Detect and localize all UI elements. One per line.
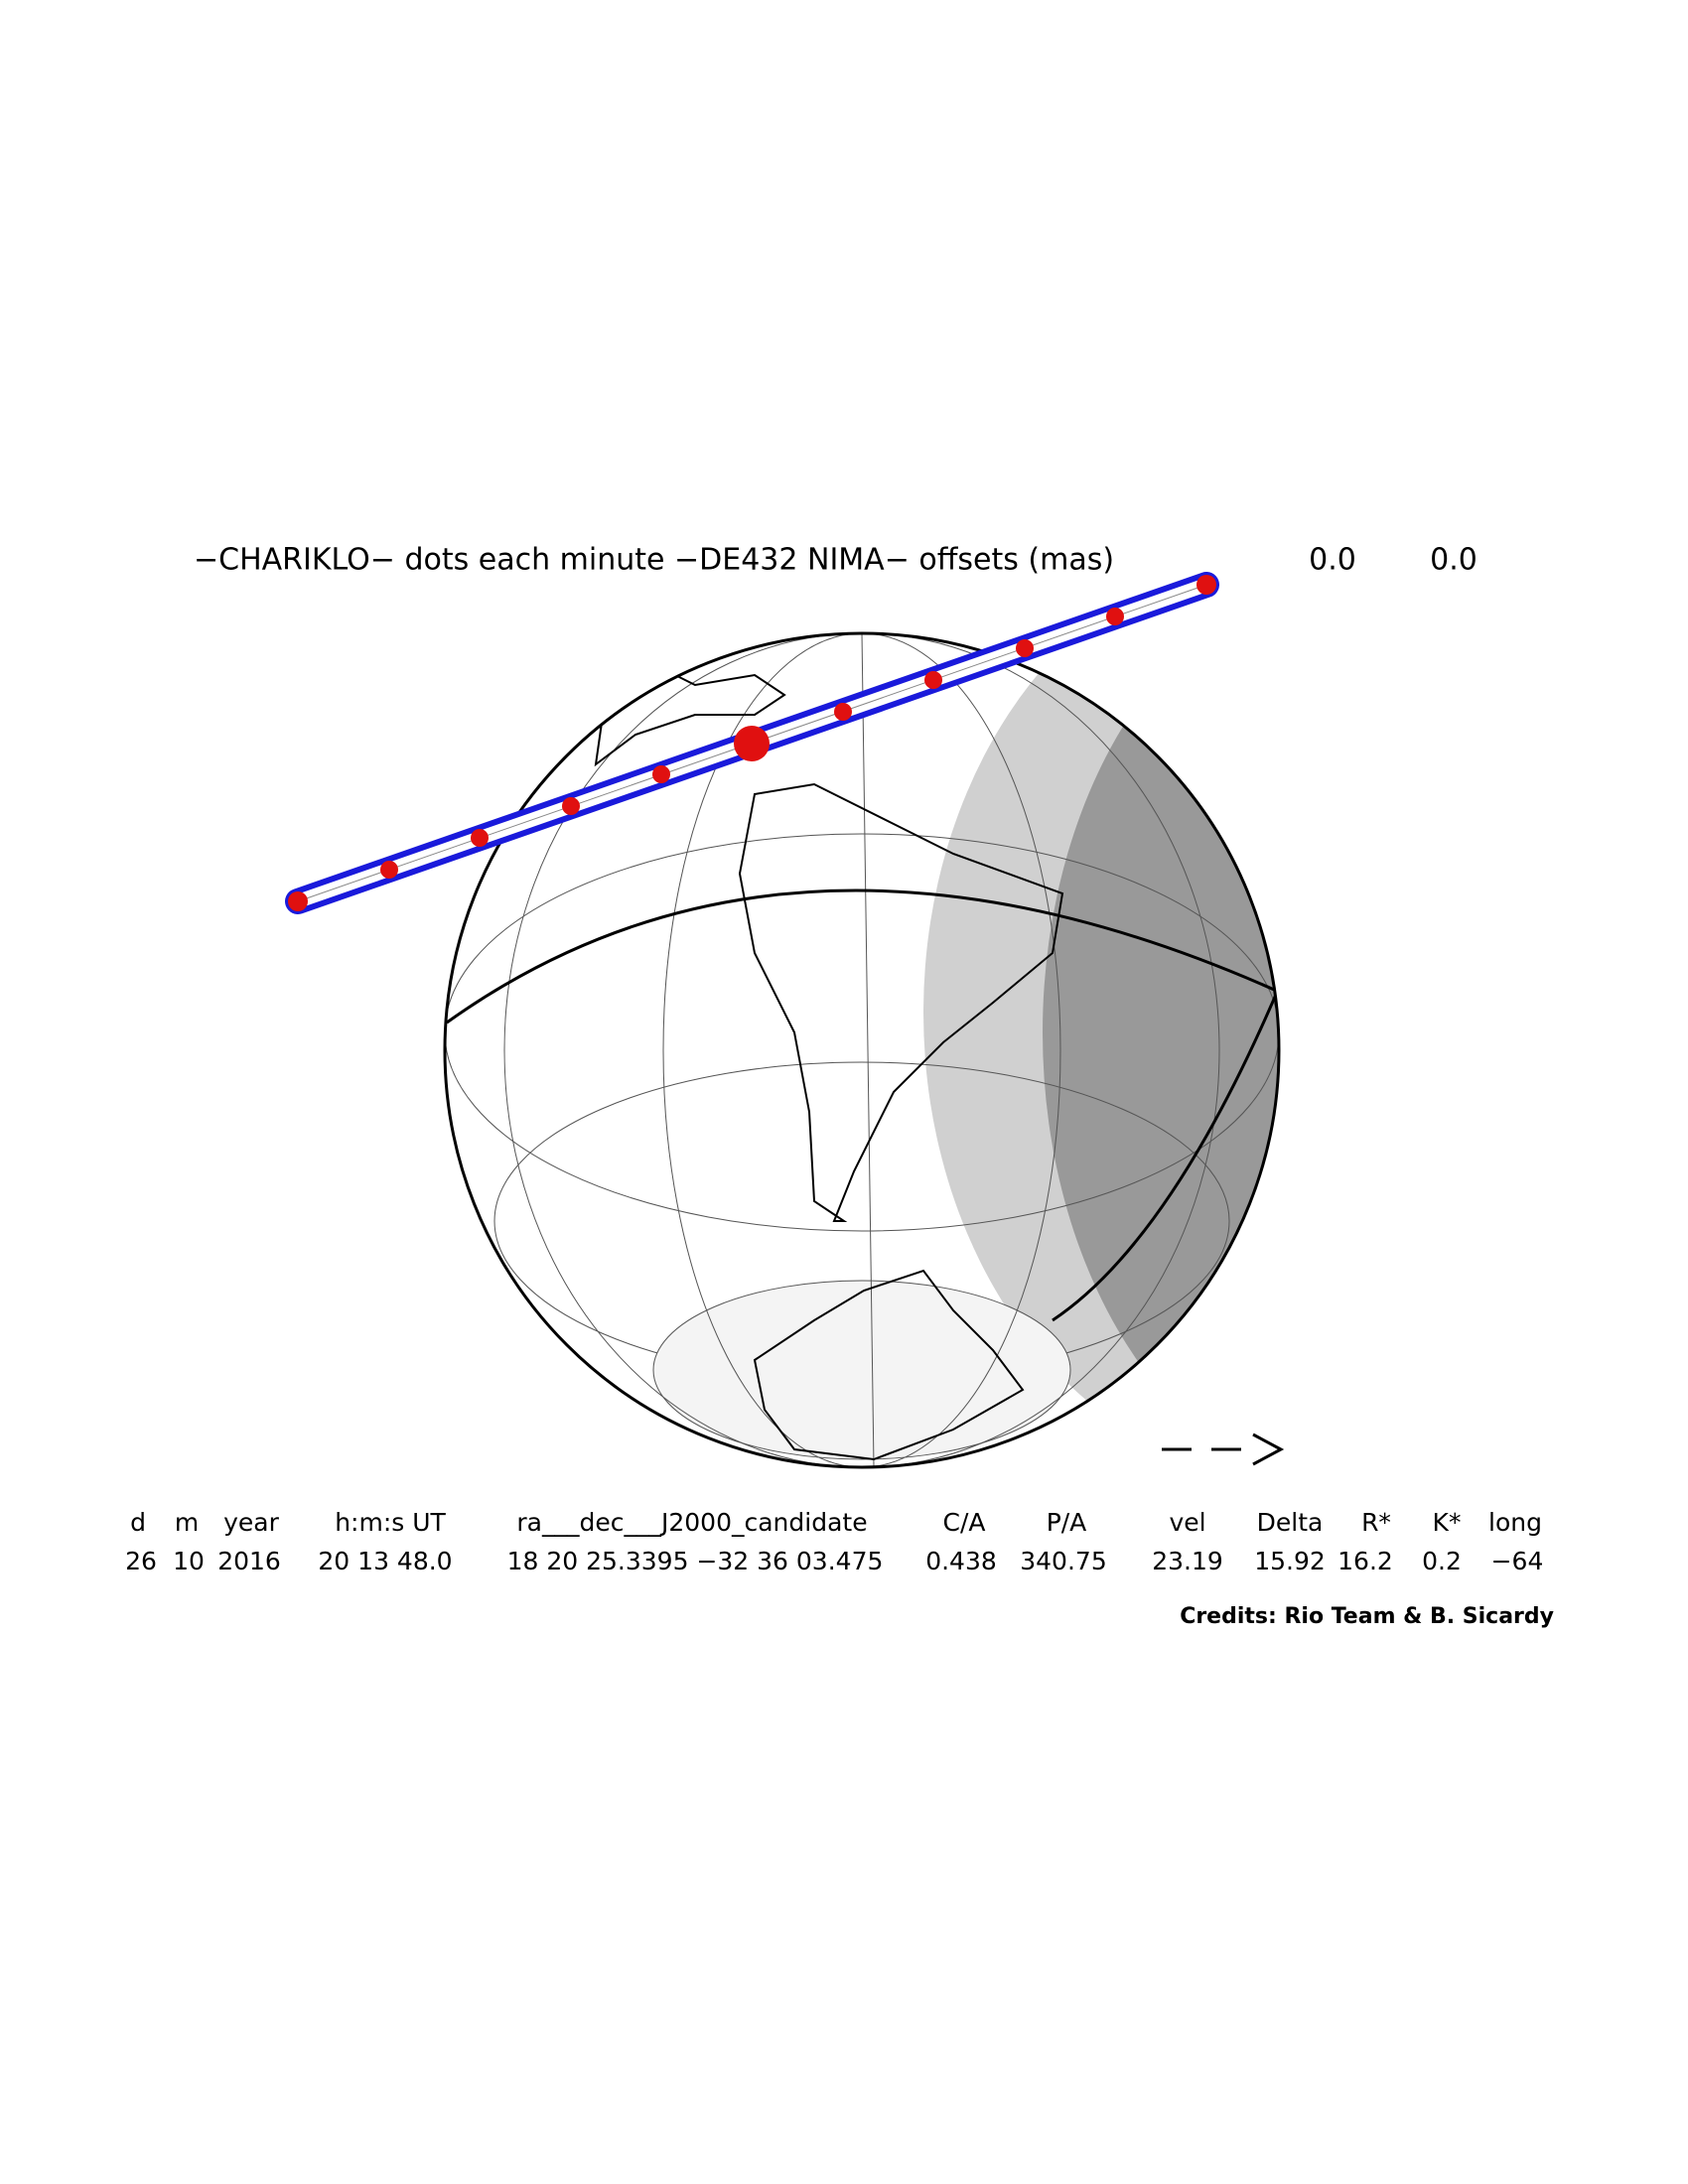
table-header: P/A [1047,1508,1087,1537]
table-header: K* [1433,1508,1462,1537]
table-header: m [175,1508,199,1537]
table-value: 10 [173,1547,205,1575]
table-header: ra___dec___J2000_candidate [516,1508,867,1537]
direction-arrow [1162,1433,1285,1466]
table-value: 20 13 48.0 [318,1547,452,1575]
table-value: 23.19 [1152,1547,1223,1575]
table-value: 2016 [217,1547,281,1575]
credits: Credits: Rio Team & B. Sicardy [1180,1604,1554,1629]
offset: 0.0 [1430,543,1477,578]
table-header: h:m:s UT [335,1508,446,1537]
table-header: Delta [1257,1508,1324,1537]
table-value: 0.2 [1422,1547,1462,1575]
table-header: long [1488,1508,1542,1537]
title: −CHARIKLO− dots each minute −DE432 NIMA−… [194,543,1114,578]
offset: 0.0 [1309,543,1356,578]
shadow-path [285,572,1219,914]
globe-outline [443,631,1281,1469]
table-value: 340.75 [1020,1547,1106,1575]
table-header: year [223,1508,279,1537]
parameter-table: d m year h:m:s UT ra___dec___J2000_candidate… [125,1508,1543,1575]
table-header: R* [1361,1508,1391,1537]
table-value: −64 [1491,1547,1544,1575]
table-header: d [130,1508,146,1537]
table-value: 18 20 25.3395 −32 36 03.475 [507,1547,884,1575]
table-value: 0.438 [925,1547,997,1575]
table-header: C/A [943,1508,986,1537]
table-value: 26 [125,1547,157,1575]
table-value: 16.2 [1337,1547,1393,1575]
table-header: vel [1169,1508,1205,1537]
table-value: 15.92 [1254,1547,1326,1575]
globe [445,633,1279,1467]
